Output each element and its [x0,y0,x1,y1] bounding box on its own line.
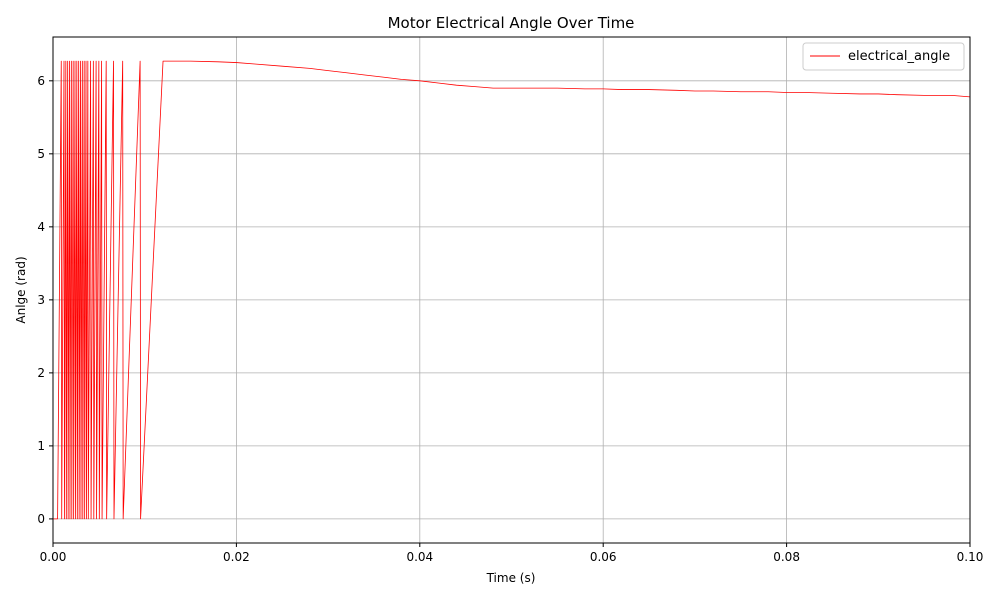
x-axis-label: Time (s) [486,571,536,585]
x-axis: 0.00 0.02 0.04 0.06 0.08 0.10 [40,543,984,564]
x-tick-label: 0.08 [773,550,800,564]
series-line-electrical-angle [53,60,971,520]
y-axis: 0 1 2 3 4 5 6 [37,74,53,526]
legend-box [802,42,965,71]
y-tick-label: 0 [37,512,45,526]
y-tick-label: 5 [37,147,45,161]
plot-area [53,60,971,520]
y-axis-label: Anlge (rad) [14,256,28,323]
y-tick-label: 2 [37,366,45,380]
y-tick-label: 6 [37,74,45,88]
x-tick-label: 0.02 [223,550,250,564]
x-tick-label: 0.00 [40,550,67,564]
legend: electrical_angle [802,42,965,71]
x-tick-label: 0.04 [406,550,433,564]
x-tick-label: 0.06 [590,550,617,564]
y-tick-label: 1 [37,439,45,453]
chart-title: Motor Electrical Angle Over Time [388,14,635,32]
grid [52,37,971,543]
axes-frame [52,36,971,544]
y-tick-label: 3 [37,293,45,307]
x-tick-label: 0.10 [957,550,984,564]
legend-entry-electrical-angle: electrical_angle [848,49,950,64]
y-tick-label: 4 [37,220,45,234]
